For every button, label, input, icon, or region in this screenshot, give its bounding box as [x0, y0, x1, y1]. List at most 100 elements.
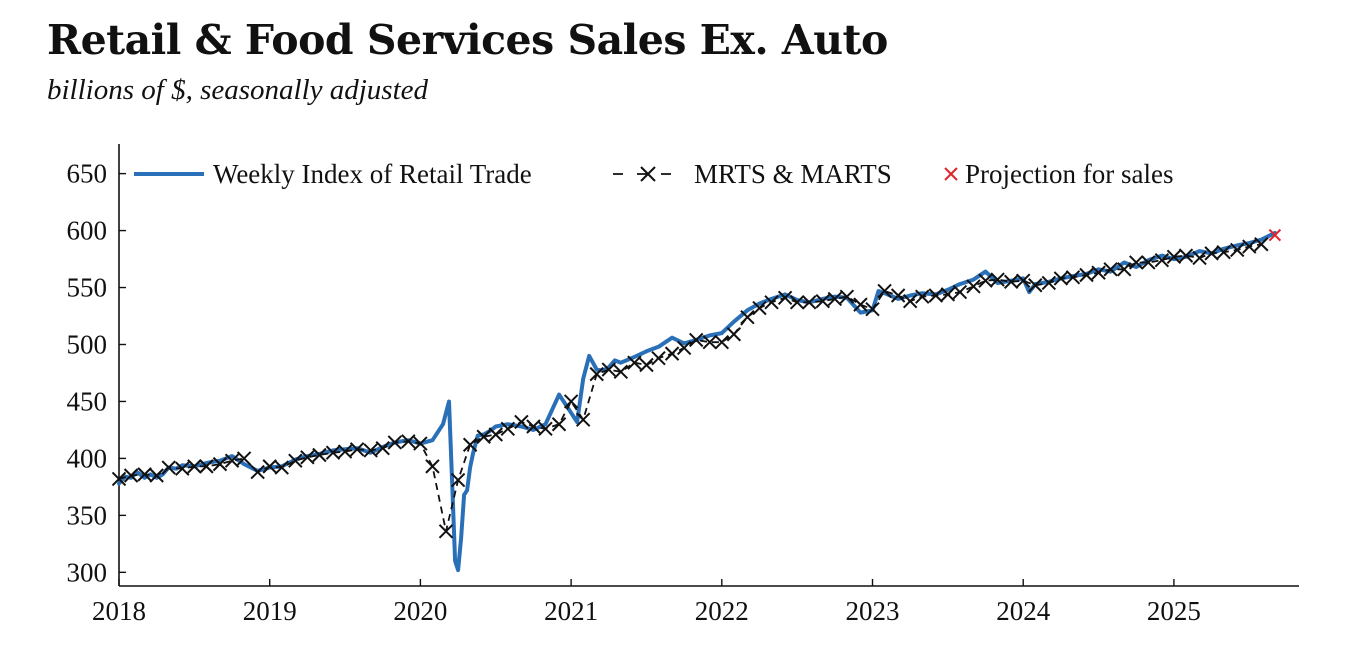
- mrts-point: [928, 288, 944, 303]
- x-tick-label: 2022: [695, 596, 749, 626]
- mrts-point: [274, 460, 289, 475]
- mrts-point: [1065, 270, 1081, 285]
- mrts-point: [1028, 278, 1043, 293]
- mrts-point: [526, 419, 541, 434]
- legend-marker-mrts: [640, 166, 656, 182]
- mrts-point: [627, 355, 642, 370]
- mrts-point: [212, 456, 228, 472]
- mrts-point: [789, 295, 805, 310]
- y-tick-label: 450: [67, 386, 108, 416]
- mrts-dashed-line: [118, 243, 1262, 532]
- mrts-point: [1091, 265, 1106, 280]
- mrts-point: [575, 412, 591, 427]
- mrts-point: [839, 289, 855, 304]
- mrts-point: [1254, 237, 1269, 252]
- legend-label-weekly: Weekly Index of Retail Trade: [213, 159, 532, 189]
- mrts-point: [1216, 245, 1231, 260]
- y-tick-label: 400: [67, 443, 108, 473]
- y-axis-ticks: 300 350 400 450 500 550 600 650: [67, 159, 126, 587]
- mrts-point: [425, 459, 440, 474]
- mrts-point: [726, 327, 742, 342]
- mrts-point: [952, 284, 968, 300]
- mrts-point: [288, 453, 303, 468]
- mrts-point: [613, 364, 629, 380]
- x-tick-label: 2025: [1147, 596, 1201, 626]
- mrts-point: [1129, 255, 1144, 270]
- mrts-point: [589, 366, 604, 382]
- x-tick-label: 2018: [92, 596, 146, 626]
- mrts-point: [1103, 262, 1118, 277]
- mrts-point: [1141, 255, 1156, 270]
- mrts-point: [915, 289, 930, 304]
- mrts-point: [375, 440, 390, 456]
- mrts-point: [149, 468, 164, 483]
- y-tick-label: 300: [67, 557, 108, 587]
- mrts-point: [752, 300, 767, 316]
- mrts-point: [890, 288, 906, 303]
- mrts-point: [940, 287, 956, 302]
- mrts-point: [676, 340, 692, 356]
- mrts-point: [815, 293, 830, 309]
- mrts-point: [363, 443, 378, 458]
- x-axis-ticks: 2018 2019 2020 2021 2022 2023 2024 2025: [92, 579, 1201, 626]
- mrts-point: [1053, 271, 1069, 286]
- mrts-point: [488, 427, 503, 442]
- mrts-point: [199, 459, 214, 474]
- mrts-point: [827, 291, 843, 307]
- mrts-point: [538, 421, 553, 437]
- weekly-index-line: [117, 230, 1277, 573]
- mrts-point: [601, 362, 616, 377]
- mrts-point: [250, 464, 265, 480]
- y-tick-label: 550: [67, 273, 108, 303]
- x-tick-label: 2024: [996, 596, 1051, 626]
- legend: Weekly Index of Retail Trade MRTS & MARTS…: [134, 159, 1173, 189]
- x-tick-label: 2020: [393, 596, 447, 626]
- mrts-point: [714, 335, 730, 350]
- mrts-point: [902, 293, 918, 309]
- mrts-point: [1242, 239, 1257, 254]
- legend-label-projection: Projection for sales: [965, 159, 1173, 189]
- y-tick-label: 650: [67, 159, 108, 189]
- mrts-point: [450, 472, 466, 488]
- mrts-point: [438, 524, 454, 539]
- axes: [118, 144, 1299, 587]
- y-tick-label: 500: [67, 329, 108, 359]
- mrts-point: [123, 468, 139, 483]
- mrts-point: [990, 272, 1005, 287]
- mrts-point: [1016, 273, 1031, 288]
- mrts-point: [500, 421, 516, 437]
- y-tick-label: 600: [67, 216, 108, 246]
- mrts-point: [702, 335, 717, 350]
- mrts-point: [349, 442, 365, 457]
- mrts-point: [476, 429, 491, 444]
- mrts-point: [1230, 242, 1245, 258]
- x-tick-label: 2023: [846, 596, 900, 626]
- mrts-point: [764, 295, 779, 310]
- y-tick-label: 350: [67, 500, 108, 530]
- mrts-point: [1204, 246, 1219, 261]
- mrts-point: [1166, 249, 1182, 264]
- mrts-point: [978, 273, 993, 288]
- legend-label-mrts: MRTS & MARTS: [694, 159, 892, 189]
- mrts-point: [137, 467, 152, 482]
- mrts-point: [1041, 275, 1057, 291]
- mrts-point: [175, 461, 190, 476]
- mrts-point: [187, 459, 202, 474]
- mrts-point: [865, 301, 880, 317]
- mrts-point: [111, 471, 127, 487]
- mrts-point: [262, 459, 277, 474]
- legend-marker-projection: [944, 167, 958, 181]
- mrts-point: [462, 437, 478, 452]
- mrts-point: [387, 435, 402, 450]
- mrts-point: [1178, 248, 1194, 263]
- mrts-point: [413, 436, 428, 451]
- mrts-point: [325, 445, 341, 460]
- series-layer: [111, 228, 1282, 573]
- mrts-point: [161, 460, 176, 475]
- mrts-point: [802, 295, 817, 310]
- mrts-point: [1003, 274, 1019, 290]
- mrts-point: [1154, 252, 1170, 268]
- mrts-point: [224, 453, 240, 468]
- mrts-point: [514, 414, 529, 430]
